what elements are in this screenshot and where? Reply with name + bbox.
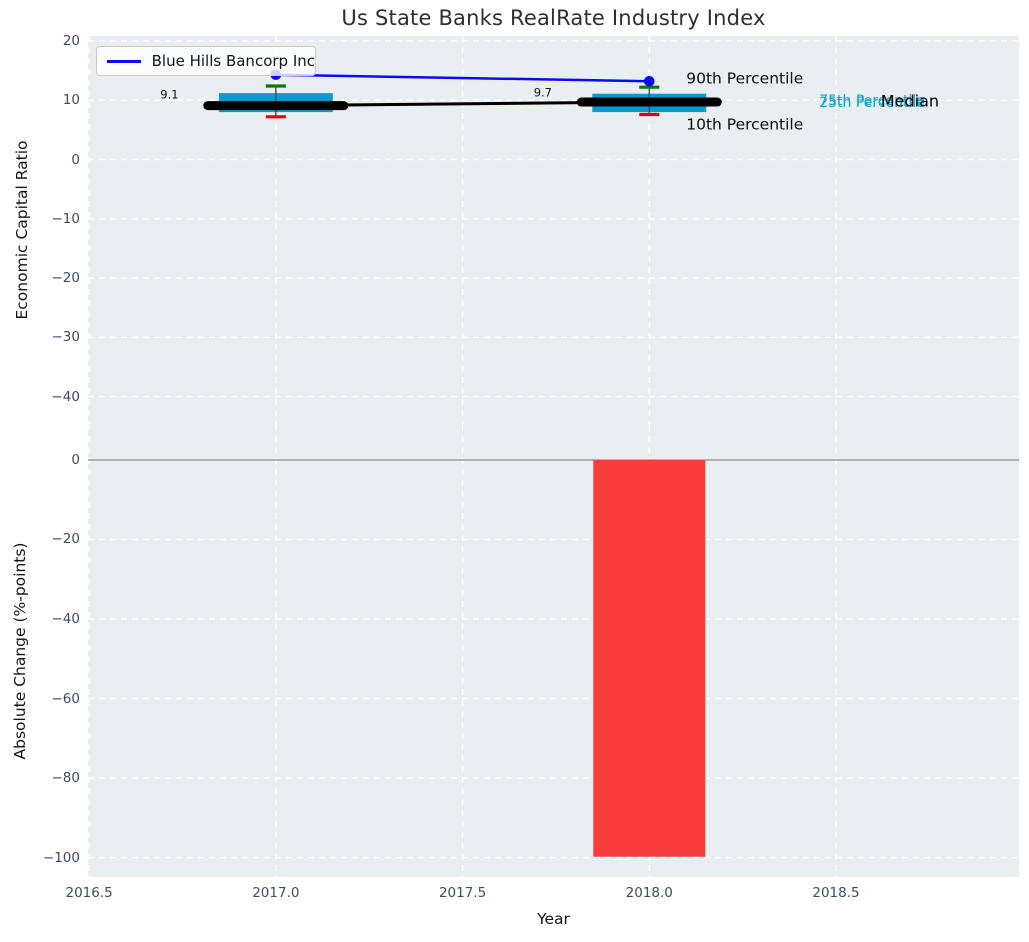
y-tick-label-top: 10 <box>62 92 80 109</box>
annotation: 25th Percentile <box>819 95 925 111</box>
chart-title: Us State Banks RealRate Industry Index <box>341 6 766 30</box>
x-axis-label: Year <box>537 910 570 928</box>
axes-economic-capital-ratio: 9.1 9.7 90th Percentile 10th Percentile 75th… <box>88 36 1019 425</box>
company-line <box>275 73 650 83</box>
y-tick-label-bottom: −60 <box>51 690 81 707</box>
annotation: 9.7 <box>534 86 552 100</box>
legend-label: Blue Hills Bancorp Inc <box>151 52 315 70</box>
x-tick-label: 2018.5 <box>812 885 860 901</box>
y-tick-label-top: −30 <box>51 329 81 346</box>
annotation: 75th Percentile <box>819 93 925 109</box>
annotation: 9.1 <box>160 87 178 101</box>
change-bar <box>593 459 706 857</box>
plot-area-bottom <box>88 425 1019 877</box>
annotation: 10th Percentile <box>686 115 803 133</box>
axes-absolute-change <box>88 425 1019 877</box>
x-tick-label: 2017.5 <box>438 885 487 901</box>
y-tick-label-top: −20 <box>51 270 81 287</box>
y-tick-label-bottom: −100 <box>42 849 80 866</box>
y-tick-label-top: 0 <box>71 151 80 168</box>
y-tick-label-top: −10 <box>51 210 81 227</box>
legend: Blue Hills Bancorp Inc <box>96 46 316 76</box>
legend-line-sample <box>107 59 141 63</box>
plot-area-top: 9.1 9.7 90th Percentile 10th Percentile 75th… <box>88 36 1019 425</box>
y-tick-label-bottom: −40 <box>51 610 81 627</box>
company-dot <box>643 75 655 87</box>
y-tick-label-top: −40 <box>51 388 81 405</box>
x-tick-label: 2017.0 <box>252 885 300 901</box>
y-tick-label-bottom: −80 <box>51 770 81 786</box>
annotation: 90th Percentile <box>686 70 803 88</box>
y-tick-label-bottom: −20 <box>51 531 81 548</box>
y-tick-label-top: 20 <box>62 32 80 49</box>
y-axis-label-bottom: Absolute Change (%-points) <box>11 542 29 760</box>
x-tick-label: 2016.5 <box>65 885 113 901</box>
x-tick-label: 2018.0 <box>625 885 673 901</box>
y-tick-label-bottom: 0 <box>71 451 80 468</box>
annotation: Median <box>881 91 939 110</box>
